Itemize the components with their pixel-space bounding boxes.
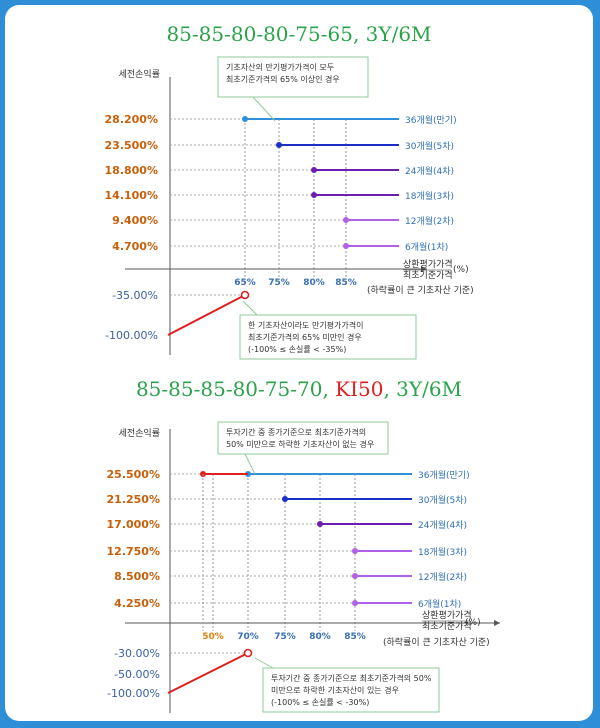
chart2-y-value-label: 17.000%: [107, 518, 160, 531]
chart1-x-tick-label: 85%: [335, 278, 357, 288]
chart2-series-point: [352, 600, 358, 606]
chart2-y-axis-label: 세전손익률: [119, 427, 160, 439]
chart2-x-axis-unit: (%): [465, 618, 481, 628]
chart2-loss-label: -100.00%: [107, 687, 160, 700]
chart1-series-point: [311, 167, 317, 173]
chart1-loss-label: -100.00%: [105, 329, 158, 342]
chart1-note-top-line: 최초기준가격의 65% 이상인 경우: [226, 74, 340, 84]
chart2-note-top-pointer: [244, 453, 256, 475]
chart1-series-point: [276, 142, 282, 148]
chart1-title: 85-85-80-80-75-65, 3Y/6M: [166, 22, 432, 46]
chart1-note-top-box: [217, 56, 369, 98]
chart1-x-tick-label: 65%: [234, 278, 256, 288]
chart2-series-label: 18개월(3차): [418, 546, 467, 558]
chart1-x-axis-unit: (%): [453, 265, 469, 275]
chart2-y-value-label: 12.750%: [107, 545, 160, 558]
chart2-loss-line: [167, 652, 249, 694]
chart2-note-bottom-line: (-100% ≤ 손실률 < -30%): [271, 697, 369, 707]
chart1-loss-label: -35.00%: [112, 289, 158, 302]
chart2-x-tick-label: 80%: [309, 632, 331, 642]
chart1-series-label: 36개월(만기): [405, 114, 457, 126]
chart2-loss-label: -30.00%: [114, 647, 160, 660]
chart2-y-value-label: 25.500%: [107, 468, 160, 481]
chart2-series-label: 6개월(1차): [418, 598, 461, 610]
chart2-loss-open-point: [243, 648, 253, 658]
chart1-y-value-label: 28.200%: [105, 113, 158, 126]
chart2-title: 85-85-85-80-75-70, KI50, 3Y/6M: [5, 377, 593, 401]
chart1-series-point: [343, 243, 349, 249]
chart1-note-bottom-pointer: [242, 300, 258, 316]
chart2-y-value-label: 4.250%: [114, 597, 160, 610]
chart1-y-value-label: 4.700%: [112, 240, 158, 253]
chart1-x-axis-label-1: 상환평가가격: [403, 258, 453, 270]
chart1-loss-open-point: [240, 290, 250, 300]
chart1-x-axis-arrow: [421, 266, 427, 272]
chart1-x-axis-note: (하락률이 큰 기초자산 기준): [367, 284, 474, 296]
chart2-title-tail: , 3Y/6M: [383, 377, 463, 401]
chart2-x-axis-note: (하락률이 큰 기초자산 기준): [383, 636, 490, 648]
chart1-x-tick-label: 75%: [268, 278, 290, 288]
chart1-x-axis-label-2: 최초기준가격: [403, 269, 453, 281]
chart2-series-point: [317, 521, 323, 527]
chart2-series-point: [352, 573, 358, 579]
chart2-x-axis-label-2: 최초기준가격: [422, 620, 472, 632]
chart1-series-label: 18개월(3차): [405, 190, 454, 202]
chart1-loss-line: [167, 294, 246, 336]
chart1-series-point: [311, 192, 317, 198]
chart1-y-value-label: 18.800%: [105, 164, 158, 177]
chart2-x-tick-label: 50%: [202, 632, 224, 642]
chart2-x-tick-label: 75%: [274, 632, 296, 642]
chart1-y-value-label: 14.100%: [105, 189, 158, 202]
chart1-y-value-label: 9.400%: [112, 214, 158, 227]
chart1-note-bottom-line: 한 기초자산이라도 만기평가가격이: [248, 320, 364, 330]
chart1-series-point: [242, 116, 248, 122]
chart2-x-axis-label-1: 상환평가가격: [422, 609, 472, 621]
chart2-title-ki: KI50: [335, 377, 384, 401]
chart2-series-label: 12개월(2차): [418, 571, 467, 583]
chart1-note-bottom-box: [239, 314, 417, 360]
chart2-x-tick-label: 85%: [344, 632, 366, 642]
chart1-note-top-pointer: [252, 96, 276, 122]
figure-frame: 85-85-80-80-75-65, 3Y/6M 85-85-85-80-75-…: [5, 5, 593, 721]
chart1-y-value-label: 23.500%: [105, 139, 158, 152]
chart2-note-top-line: 50% 미만으로 하락한 기초자산이 없는 경우: [226, 439, 374, 449]
chart2-loss-label: -50.00%: [114, 668, 160, 681]
chart1-note-bottom-line: (-100% ≤ 손실률 < -35%): [248, 344, 346, 354]
chart2-note-bottom-pointer: [254, 657, 274, 669]
chart1-y-axis-label: 세전손익률: [119, 68, 160, 80]
chart2-x-axis-arrow: [494, 620, 500, 626]
chart2-series-point: [352, 548, 358, 554]
chart1-series-label: 24개월(4차): [405, 165, 454, 177]
chart2-series-label: 30개월(5차): [418, 494, 467, 506]
chart2-title-main: 85-85-85-80-75-70,: [135, 377, 336, 401]
chart2-note-top-box: [217, 421, 389, 455]
chart2-series-point: [282, 496, 288, 502]
chart1-x-tick-label: 80%: [303, 278, 325, 288]
chart2-note-top-line: 투자기간 중 종가기준으로 최초기준가격의: [226, 427, 366, 437]
chart2-note-bottom-box: [262, 667, 440, 713]
chart2-x-tick-label: 70%: [237, 632, 259, 642]
chart1-series-point: [343, 217, 349, 223]
chart1-note-top-line: 기초자산의 만기평가가격이 모두: [226, 62, 334, 72]
chart1-series-label: 30개월(5차): [405, 140, 454, 152]
chart1-series-label: 12개월(2차): [405, 215, 454, 227]
chart2-note-bottom-line: 미만으로 하락한 기초자산이 있는 경우: [271, 685, 399, 695]
chart1-series-label: 6개월(1차): [405, 241, 448, 253]
chart1-note-bottom-line: 최초기준가격의 65% 미만인 경우: [248, 332, 362, 342]
chart2-y-value-label: 8.500%: [114, 570, 160, 583]
chart2-series-label: 36개월(만기): [418, 469, 470, 481]
chart2-y-value-label: 21.250%: [107, 493, 160, 506]
chart2-note-bottom-line: 투자기간 중 종가기준으로 최초기준가격의 50%: [271, 673, 432, 683]
chart2-series-label: 24개월(4차): [418, 519, 467, 531]
